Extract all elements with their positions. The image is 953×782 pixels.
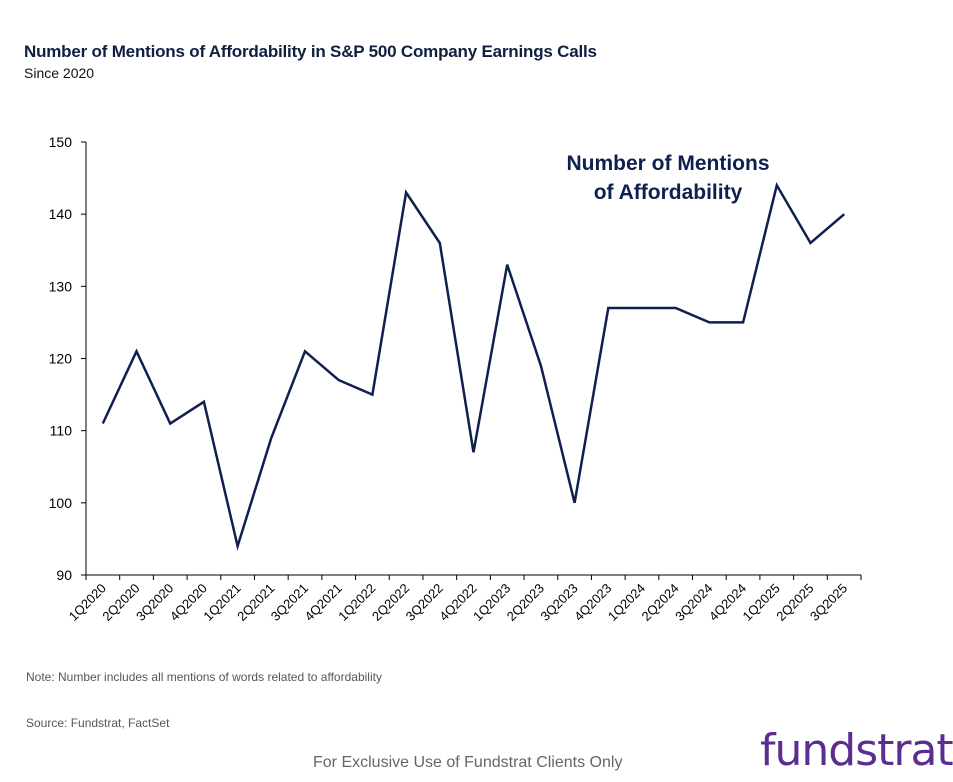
y-tick-label: 140 xyxy=(49,206,73,222)
chart-source: Source: Fundstrat, FactSet xyxy=(26,716,170,730)
line-chart: 901001101201301401501Q20202Q20203Q20204Q… xyxy=(49,134,862,624)
series-annotation-line: of Affordability xyxy=(594,181,743,204)
fundstrat-logo: fundstrat xyxy=(760,725,953,776)
y-tick-label: 130 xyxy=(49,278,73,294)
series-annotation-line: Number of Mentions xyxy=(567,152,770,175)
chart-note: Note: Number includes all mentions of wo… xyxy=(26,670,382,684)
x-tick-label: 3Q2025 xyxy=(807,581,850,624)
y-tick-label: 110 xyxy=(50,423,73,439)
chart-subtitle: Since 2020 xyxy=(24,65,95,81)
y-tick-label: 150 xyxy=(49,134,73,150)
series-annotation: Number of Mentions of Affordability xyxy=(567,152,770,204)
footer-disclaimer: For Exclusive Use of Fundstrat Clients O… xyxy=(313,754,623,771)
y-tick-label: 90 xyxy=(56,567,72,583)
y-tick-label: 120 xyxy=(49,351,73,367)
y-tick-label: 100 xyxy=(49,495,73,511)
series-line xyxy=(101,182,846,551)
chart-title: Number of Mentions of Affordability in S… xyxy=(24,42,597,61)
